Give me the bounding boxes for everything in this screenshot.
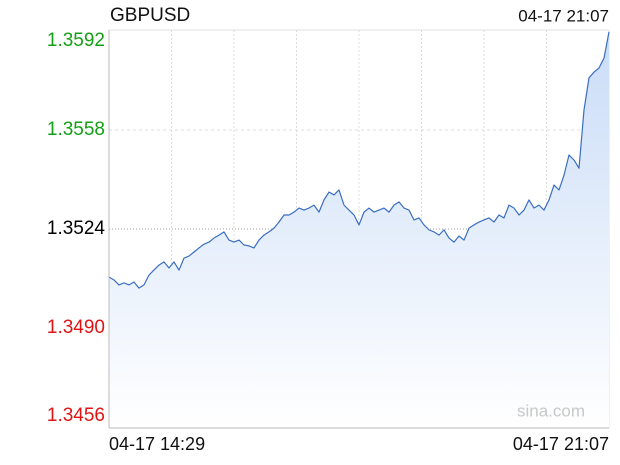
x-tick-label: 04-17 21:07 bbox=[513, 434, 609, 454]
y-tick-label: 1.3524 bbox=[47, 218, 106, 239]
y-tick-label: 1.3592 bbox=[47, 30, 105, 51]
area bbox=[109, 31, 609, 428]
plot-area bbox=[108, 29, 610, 429]
y-tick-label: 1.3456 bbox=[47, 405, 105, 426]
price-line bbox=[108, 31, 610, 289]
y-tick-label: 1.3558 bbox=[47, 119, 105, 140]
timestamp: 04-17 21:07 bbox=[518, 6, 609, 25]
watermark: sina.com bbox=[517, 401, 585, 420]
x-tick-label: 04-17 14:29 bbox=[109, 434, 205, 454]
y-tick-label: 1.3490 bbox=[47, 317, 105, 338]
chart-title: GBPUSD bbox=[110, 5, 190, 26]
